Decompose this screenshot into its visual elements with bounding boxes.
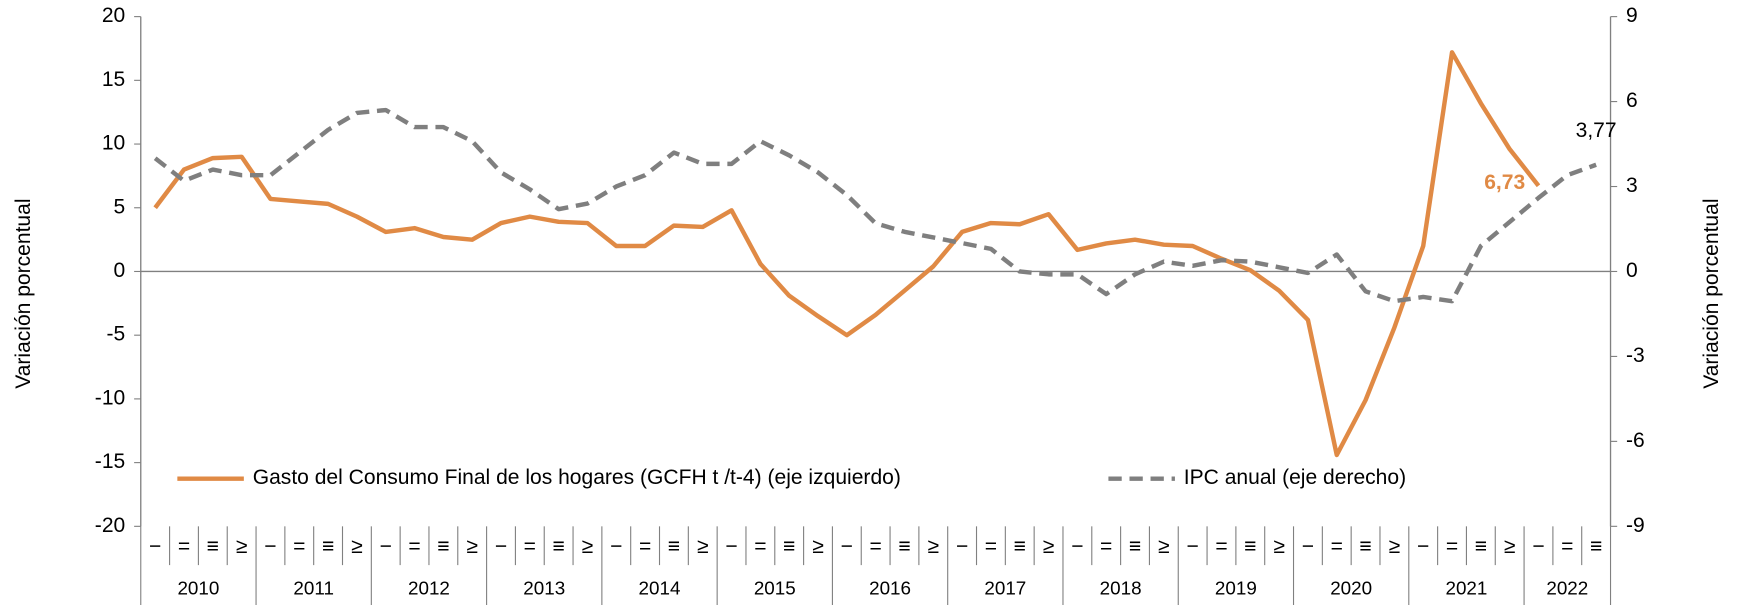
y-tick-label: -20 (95, 514, 125, 537)
y-tick-label: -5 (107, 323, 126, 346)
y-tick-label: 5 (114, 195, 126, 218)
y-tick-label: 15 (102, 68, 125, 91)
y-tick-label: 20 (102, 4, 125, 27)
year-label: 2022 (1546, 577, 1588, 598)
y2-axis-label: Variación porcentual (1700, 198, 1723, 388)
x-tick-label: ≥ (466, 535, 478, 558)
series-line (153, 50, 1541, 458)
y2-tick-label: 9 (1626, 4, 1638, 27)
x-tick-label: ≥ (351, 535, 363, 558)
x-tick-label: − (149, 535, 161, 558)
x-tick-label: ≡ (1359, 535, 1371, 558)
year-label: 2018 (1100, 577, 1142, 598)
year-label: 2020 (1330, 577, 1372, 598)
year-label: 2012 (408, 577, 450, 598)
x-tick-label: = (754, 535, 766, 558)
year-label: 2017 (984, 577, 1026, 598)
x-tick-label: − (1417, 535, 1429, 558)
x-tick-label: ≡ (437, 535, 449, 558)
x-tick-label: ≡ (668, 535, 680, 558)
x-tick-label: = (639, 535, 651, 558)
x-tick-label: = (1331, 535, 1343, 558)
y-tick-label: 0 (114, 259, 126, 282)
year-label: 2016 (869, 577, 911, 598)
x-tick-label: = (178, 535, 190, 558)
x-tick-label: − (264, 535, 276, 558)
x-tick-label: − (1302, 535, 1314, 558)
data-label: 6,73 (1484, 171, 1525, 194)
y2-tick-label: -9 (1626, 514, 1645, 537)
x-tick-label: ≡ (1129, 535, 1141, 558)
x-tick-label: − (725, 535, 737, 558)
x-tick-label: ≡ (1244, 535, 1256, 558)
x-tick-label: ≥ (1389, 535, 1401, 558)
x-tick-label: − (610, 535, 622, 558)
x-tick-label: = (408, 535, 420, 558)
x-tick-label: ≥ (1273, 535, 1285, 558)
year-label: 2010 (177, 577, 219, 598)
x-tick-label: − (1071, 535, 1083, 558)
x-tick-label: = (1100, 535, 1112, 558)
year-label: 2015 (754, 577, 796, 598)
x-tick-label: ≡ (322, 535, 334, 558)
x-tick-label: − (841, 535, 853, 558)
y-axis-label: Variación porcentual (12, 198, 35, 388)
x-tick-label: ≡ (1014, 535, 1026, 558)
x-tick-label: ≥ (928, 535, 940, 558)
x-tick-label: = (1561, 535, 1573, 558)
x-tick-label: ≥ (1158, 535, 1170, 558)
x-tick-label: = (524, 535, 536, 558)
x-tick-label: = (985, 535, 997, 558)
legend-label: Gasto del Consumo Final de los hogares (… (253, 466, 901, 489)
x-tick-label: ≥ (1043, 535, 1055, 558)
y2-tick-label: 3 (1626, 174, 1638, 197)
x-tick-label: ≥ (697, 535, 709, 558)
y-tick-label: -15 (95, 450, 125, 473)
legend-label: IPC anual (eje derecho) (1184, 466, 1406, 489)
x-tick-label: − (956, 535, 968, 558)
y2-tick-label: 0 (1626, 259, 1638, 282)
x-tick-label: ≥ (812, 535, 824, 558)
y2-tick-label: -6 (1626, 429, 1645, 452)
x-tick-label: ≥ (236, 535, 248, 558)
year-label: 2014 (639, 577, 681, 598)
y-tick-label: -10 (95, 386, 125, 409)
x-tick-label: ≥ (582, 535, 594, 558)
x-tick-label: ≡ (898, 535, 910, 558)
x-tick-label: − (1532, 535, 1544, 558)
x-tick-label: ≡ (1475, 535, 1487, 558)
year-label: 2021 (1445, 577, 1487, 598)
y2-tick-label: 6 (1626, 89, 1638, 112)
x-tick-label: ≡ (553, 535, 565, 558)
y-tick-label: 10 (102, 132, 125, 155)
year-label: 2019 (1215, 577, 1257, 598)
x-tick-label: ≥ (1504, 535, 1516, 558)
x-tick-label: ≡ (207, 535, 219, 558)
x-tick-label: = (1446, 535, 1458, 558)
x-tick-label: ≡ (783, 535, 795, 558)
x-tick-label: ≡ (1590, 535, 1602, 558)
x-tick-label: − (1187, 535, 1199, 558)
series-line (153, 107, 1597, 304)
x-tick-label: = (293, 535, 305, 558)
data-label: 3,77 (1576, 119, 1617, 142)
x-tick-label: − (380, 535, 392, 558)
x-tick-label: = (870, 535, 882, 558)
y2-tick-label: -3 (1626, 344, 1645, 367)
x-tick-label: = (1215, 535, 1227, 558)
x-tick-label: − (495, 535, 507, 558)
year-label: 2011 (293, 577, 334, 598)
year-label: 2013 (523, 577, 565, 598)
